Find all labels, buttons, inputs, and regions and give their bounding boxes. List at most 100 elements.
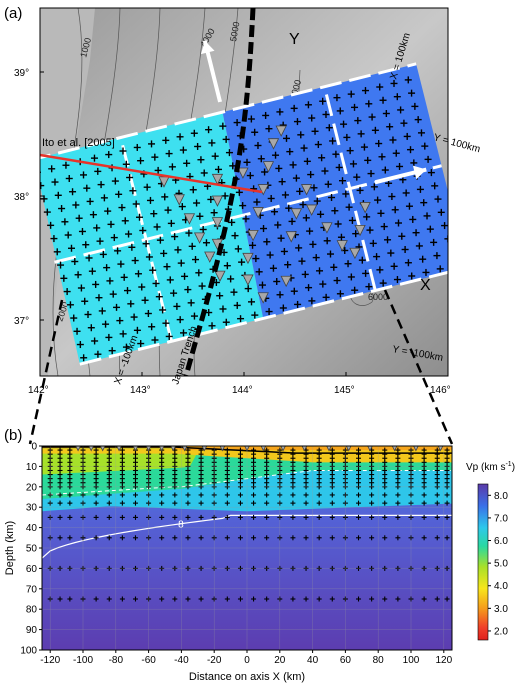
y-tick-label: 30 bbox=[26, 503, 38, 514]
obs-station-marker bbox=[219, 446, 226, 452]
obs-station-marker bbox=[88, 446, 94, 452]
arrow-head bbox=[412, 165, 427, 180]
model-axes bbox=[200, 40, 427, 185]
x-tick-label: -80 bbox=[109, 655, 124, 666]
section-gridlines bbox=[42, 446, 452, 650]
y-axis-label: Y bbox=[289, 31, 300, 48]
obs-station-marker bbox=[280, 275, 292, 288]
obs-station-marker bbox=[260, 446, 267, 452]
x-tick-label: 0 bbox=[244, 655, 250, 666]
obs-station-marker bbox=[306, 204, 318, 216]
contour-8-label: 8 bbox=[178, 520, 184, 531]
obs-station-marker bbox=[211, 217, 224, 229]
obs-station-marker bbox=[300, 184, 313, 196]
obs-station-marker bbox=[301, 446, 308, 452]
panel-b-label: (b) bbox=[4, 427, 22, 444]
x-tick-label: -120 bbox=[40, 655, 60, 666]
zoom-connector-lines bbox=[28, 289, 454, 445]
obs-station-marker bbox=[437, 446, 444, 452]
obs-station-marker bbox=[193, 232, 206, 244]
lon-label-145: 145° bbox=[334, 385, 355, 396]
y-tick-label: 90 bbox=[26, 625, 38, 636]
y-tick-label: 80 bbox=[26, 605, 38, 616]
obs-station-marker bbox=[345, 446, 352, 452]
obs-station-marker bbox=[237, 167, 249, 179]
x-tick-label: 100 bbox=[403, 655, 420, 666]
colorbar-title: Vp (km s-1) bbox=[466, 461, 515, 473]
obs-station-marker bbox=[336, 240, 348, 252]
lon-label-142: 142° bbox=[28, 385, 49, 396]
obs-station-marker bbox=[391, 446, 398, 452]
obs-station-marker bbox=[354, 224, 366, 237]
obs-station-marker bbox=[349, 247, 361, 260]
obs-station-marker bbox=[247, 229, 259, 242]
grid-node bbox=[446, 247, 448, 257]
x-tick-label: 80 bbox=[373, 655, 385, 666]
map-ticks bbox=[39, 71, 449, 376]
colorbar-tick-label: 6.0 bbox=[494, 536, 508, 547]
obs-station-marker bbox=[116, 446, 122, 452]
colorbar-tick-label: 3.0 bbox=[494, 604, 508, 615]
obs-station-marker bbox=[211, 195, 224, 207]
contour-label: 5000 bbox=[228, 21, 241, 42]
x-tick-label: 120 bbox=[435, 655, 452, 666]
obs-station-marker bbox=[99, 446, 106, 452]
obs-station-marker bbox=[290, 208, 303, 220]
y-tick-label: 60 bbox=[26, 564, 38, 575]
grid-line bbox=[79, 270, 448, 366]
obs-station-marker bbox=[170, 446, 176, 452]
obs-station-marker bbox=[326, 446, 332, 452]
obs-station-marker bbox=[158, 446, 165, 452]
grid-line bbox=[40, 62, 417, 160]
y-tick-label: 0 bbox=[31, 442, 37, 453]
x-tick-label: -40 bbox=[174, 655, 189, 666]
colorbar-tick-label: 8.0 bbox=[494, 491, 508, 502]
contour-label: 6000 bbox=[368, 292, 388, 302]
ito-2005-label: Ito et al. [2005] bbox=[42, 137, 115, 149]
obs-station-marker bbox=[242, 274, 254, 286]
y-tick-label: 10 bbox=[26, 462, 38, 473]
x-tick-label: -20 bbox=[207, 655, 222, 666]
obs-station-marker bbox=[359, 202, 371, 214]
x-tick-label: 40 bbox=[307, 655, 319, 666]
obs-station-marker bbox=[181, 446, 188, 452]
section-axes: -120 -100 -80 -60 -40 -20 0 20 40 60 80 100 120 0 10 20… bbox=[20, 442, 452, 667]
obs-station-marker bbox=[183, 213, 196, 225]
obs-station-marker bbox=[262, 161, 275, 173]
obs-station-marker bbox=[211, 173, 224, 186]
lon-label-146: 146° bbox=[430, 385, 451, 396]
x-tick-label: 20 bbox=[274, 655, 286, 666]
lat-label-38: 38° bbox=[14, 192, 29, 203]
x-axis-title: Distance on axis X (km) bbox=[189, 671, 305, 683]
obs-station-marker bbox=[201, 446, 208, 452]
obs-station-marker bbox=[204, 251, 216, 263]
panel-a-label: (a) bbox=[4, 5, 22, 22]
y-tick-label: 70 bbox=[26, 584, 38, 595]
obs-station-marker bbox=[367, 446, 373, 452]
colorbar-tick-label: 7.0 bbox=[494, 513, 508, 524]
y-tick-label: 40 bbox=[26, 523, 38, 534]
grid-node bbox=[451, 262, 458, 269]
obs-station-marker bbox=[257, 292, 269, 304]
obs-station-marker bbox=[173, 194, 185, 206]
japan-trench-line bbox=[183, 8, 256, 376]
lon-label-144: 144° bbox=[232, 385, 253, 396]
y-axis-title: Depth (km) bbox=[4, 521, 16, 575]
obs-station-marker bbox=[413, 446, 419, 452]
obs-station-marker bbox=[214, 270, 226, 282]
y-tick-label: 100 bbox=[20, 646, 37, 657]
grid-line bbox=[323, 86, 377, 291]
ito-2005-profile-line bbox=[40, 153, 263, 194]
x-tick-label: -60 bbox=[141, 655, 156, 666]
lon-label-143: 143° bbox=[130, 385, 151, 396]
obs-station-marker bbox=[275, 125, 287, 137]
arrow-head bbox=[200, 40, 215, 55]
x-axis-label: X bbox=[420, 277, 431, 294]
obs-station-marker bbox=[257, 184, 269, 196]
y-tick-label: 20 bbox=[26, 482, 38, 493]
x-tick-label: 60 bbox=[340, 655, 352, 666]
obs-station-marker bbox=[252, 207, 264, 219]
obs-station-marker bbox=[75, 446, 81, 452]
colorbar-tick-label: 5.0 bbox=[494, 559, 508, 570]
